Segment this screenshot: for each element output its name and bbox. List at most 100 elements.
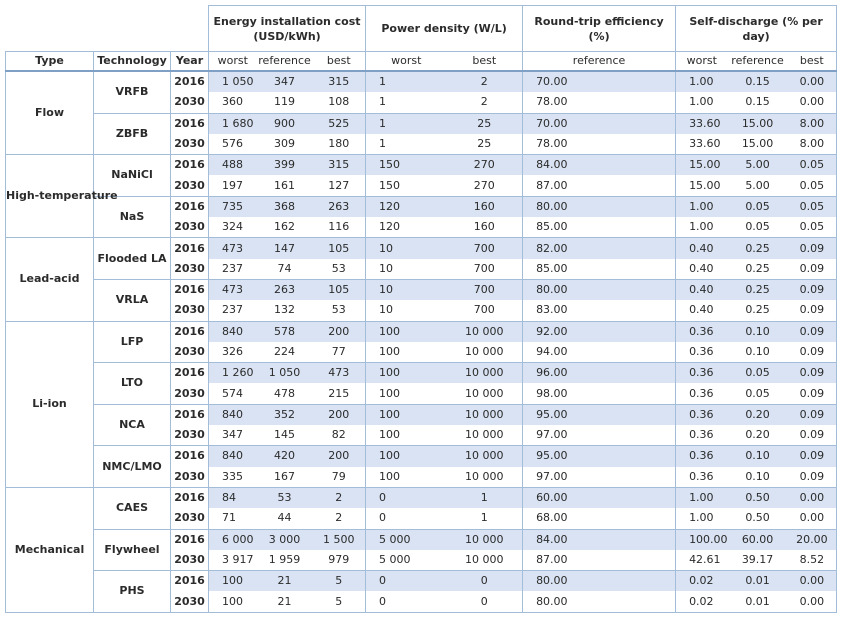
col-header-type: Type (5, 51, 94, 72)
cell-sd-best: 8.52 (787, 549, 838, 572)
cell-sd-best: 0.00 (787, 570, 838, 592)
cell-sd-worst: 42.61 (675, 549, 728, 572)
technology-cell: VRLA (93, 279, 171, 322)
cell-power-worst: 100 (365, 445, 447, 467)
year-cell: 2016 (170, 237, 210, 259)
cell-cost-reference: 74 (256, 258, 313, 280)
cell-efficiency-reference: 80.00 (522, 279, 677, 301)
year-cell: 2030 (170, 341, 210, 364)
table-row: 2030 335 167 79 100 10 000 97.00 0.36 0.10 0.09 (6, 466, 838, 488)
cell-efficiency-reference: 96.00 (522, 362, 677, 384)
cell-sd-reference: 0.05 (727, 196, 788, 218)
cell-power-best: 0 (446, 570, 524, 592)
cell-power-worst: 10 (365, 258, 447, 280)
cell-cost-best: 53 (312, 300, 367, 322)
cell-power-best: 10 000 (446, 425, 524, 447)
cell-cost-best: 105 (312, 237, 367, 259)
cell-efficiency-reference: 97.00 (522, 425, 677, 447)
table-row: ZBFB 2016 1 680 900 525 1 25 70.00 33.60 15.00 8.0… (6, 113, 838, 156)
cell-efficiency-reference: 60.00 (522, 487, 677, 509)
table-row: 2030 574 478 215 100 10 000 98.00 0.36 0.05 0.09 (6, 383, 838, 405)
cell-sd-worst: 33.60 (675, 133, 728, 156)
cell-cost-worst: 473 (208, 279, 257, 301)
cell-cost-reference: 1 050 (256, 362, 313, 384)
cell-power-worst: 150 (365, 154, 447, 176)
table-row: 2030 576 309 180 1 25 78.00 33.60 15.00 8.00 (6, 133, 838, 156)
technology-cell: NaNiCl (93, 154, 171, 197)
table-row: Flow VRFB 2016 1 050 347 315 1 2 70.00 1.00 0.15 0.… (5, 71, 838, 156)
cell-cost-worst: 100 (208, 570, 257, 592)
cell-cost-worst: 574 (208, 383, 257, 405)
cell-cost-best: 473 (312, 362, 367, 384)
cell-power-best: 270 (446, 175, 524, 197)
cell-cost-worst: 100 (208, 591, 257, 613)
group-header-power-density: Power density (W/L) (365, 5, 523, 52)
cell-efficiency-reference: 78.00 (522, 92, 677, 114)
table-row: VRLA 2016 473 263 105 10 700 80.00 0.40 0.25 0.09 (6, 279, 838, 322)
table-body: Flow VRFB 2016 1 050 347 315 1 2 70.00 1.00 0.15 0.… (5, 71, 838, 613)
table-row: 2030 100 21 5 0 0 80.00 0.02 0.01 0.00 (6, 591, 838, 613)
cell-sd-worst: 15.00 (675, 175, 728, 197)
technology-cell: NCA (93, 404, 171, 447)
cell-cost-worst: 335 (208, 466, 257, 488)
cell-sd-worst: 0.02 (675, 591, 728, 613)
cell-sd-reference: 39.17 (727, 549, 788, 572)
group-header-cost: Energy installation cost (USD/kWh) (208, 5, 366, 52)
cell-power-worst: 10 (365, 237, 447, 259)
cell-power-worst: 0 (365, 508, 447, 530)
type-cell: Lead-acid (5, 237, 94, 322)
cell-sd-best: 8.00 (787, 113, 838, 134)
cell-cost-best: 525 (312, 113, 367, 134)
cell-cost-worst: 1 260 (208, 362, 257, 384)
year-cell: 2016 (170, 154, 210, 176)
cell-efficiency-reference: 85.00 (522, 258, 677, 280)
cell-efficiency-reference: 97.00 (522, 466, 677, 488)
cell-efficiency-reference: 68.00 (522, 508, 677, 530)
cell-cost-reference: 263 (256, 279, 313, 301)
cell-power-worst: 1 (365, 133, 447, 156)
cell-sd-best: 8.00 (787, 133, 838, 156)
cell-power-best: 25 (446, 113, 524, 134)
cell-cost-reference: 3 000 (256, 529, 313, 550)
type-cell: High-temperature (5, 154, 118, 239)
cell-cost-worst: 576 (208, 133, 257, 156)
cell-power-worst: 100 (365, 383, 447, 405)
table-row: 2030 326 224 77 100 10 000 94.00 0.36 0.10 0.09 (6, 341, 838, 364)
cell-efficiency-reference: 92.00 (522, 321, 677, 342)
cell-cost-worst: 1 680 (208, 113, 257, 134)
cell-cost-worst: 237 (208, 258, 257, 280)
cell-sd-best: 0.09 (787, 362, 838, 384)
cell-cost-best: 315 (312, 154, 367, 176)
year-cell: 2030 (170, 383, 210, 405)
cell-sd-reference: 0.25 (727, 258, 788, 280)
year-cell: 2016 (170, 487, 210, 509)
table-row: PHS 2016 100 21 5 0 0 80.00 0.02 0.01 0.00 (6, 570, 838, 613)
year-cell: 2016 (170, 321, 210, 342)
table-row: Flywheel 2016 6 000 3 000 1 500 5 000 10 000 84… (6, 529, 838, 572)
cell-sd-worst: 1.00 (675, 196, 728, 218)
year-cell: 2016 (170, 279, 210, 301)
type-cell: Li-ion (5, 321, 94, 488)
cell-cost-reference: 167 (256, 466, 313, 488)
cell-efficiency-reference: 70.00 (522, 71, 677, 93)
cell-cost-worst: 840 (208, 321, 257, 342)
cell-efficiency-reference: 78.00 (522, 133, 677, 156)
col-header-cost-worst: worst (208, 51, 257, 72)
cell-sd-best: 0.09 (787, 383, 838, 405)
cell-sd-best: 0.09 (787, 258, 838, 280)
table-row: 2030 237 74 53 10 700 85.00 0.40 0.25 0.09 (6, 258, 838, 280)
technology-cell: CAES (93, 487, 171, 530)
cell-cost-worst: 1 050 (208, 71, 257, 93)
cell-efficiency-reference: 95.00 (522, 404, 677, 426)
cell-sd-reference: 0.05 (727, 217, 788, 239)
cell-cost-reference: 119 (256, 92, 313, 114)
cell-cost-reference: 399 (256, 154, 313, 176)
cell-efficiency-reference: 80.00 (522, 196, 677, 218)
cell-cost-best: 105 (312, 279, 367, 301)
cell-sd-reference: 0.10 (727, 445, 788, 467)
cell-sd-best: 0.09 (787, 279, 838, 301)
cell-cost-reference: 420 (256, 445, 313, 467)
cell-cost-best: 77 (312, 341, 367, 364)
cell-sd-worst: 1.00 (675, 217, 728, 239)
cell-power-worst: 100 (365, 362, 447, 384)
